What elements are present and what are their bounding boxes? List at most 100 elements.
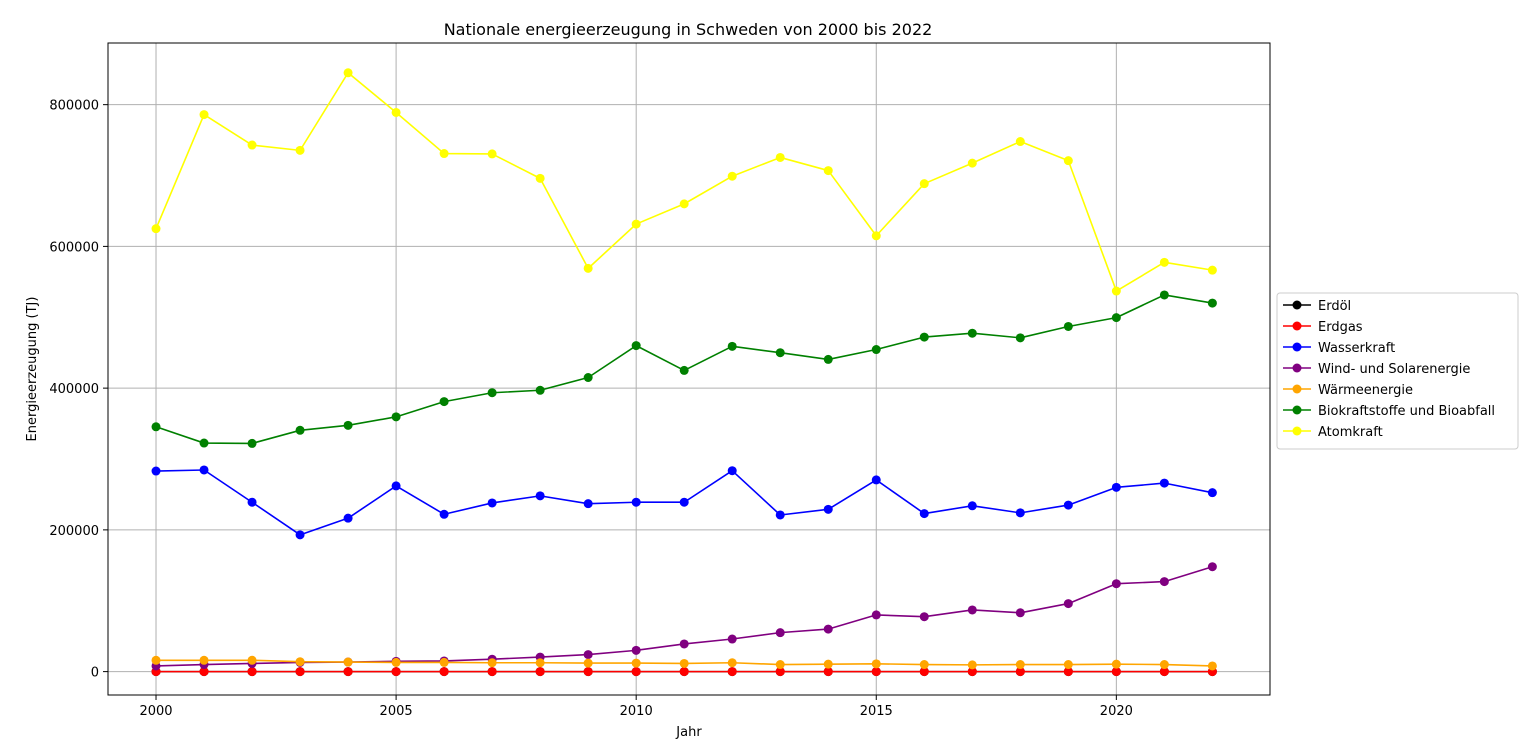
plot-frame — [107, 42, 1271, 696]
data-point — [439, 667, 449, 677]
data-point — [871, 345, 881, 355]
data-point — [1207, 661, 1217, 671]
data-point — [343, 420, 353, 430]
data-point — [1207, 298, 1217, 308]
data-point — [295, 425, 305, 435]
y-tick-label: 0 — [91, 666, 99, 681]
data-point — [1111, 667, 1121, 677]
y-axis-label: Energieerzeugung (TJ) — [25, 297, 40, 442]
data-point — [775, 628, 785, 638]
chart-title: Nationale energieerzeugung in Schweden v… — [444, 20, 933, 39]
data-point — [679, 639, 689, 649]
grid — [108, 43, 1270, 695]
data-point — [823, 659, 833, 669]
data-point — [727, 667, 737, 677]
x-tick-label: 2015 — [860, 704, 893, 719]
legend-marker — [1292, 321, 1302, 331]
data-point — [727, 171, 737, 181]
data-point — [439, 397, 449, 407]
y-tick-label: 800000 — [49, 99, 99, 114]
legend-entry: Erdöl — [1318, 299, 1351, 314]
data-point — [727, 658, 737, 668]
data-point — [247, 667, 257, 677]
data-point — [583, 658, 593, 668]
data-point — [391, 412, 401, 422]
data-point — [583, 263, 593, 273]
data-point — [343, 657, 353, 667]
data-point — [1111, 579, 1121, 589]
data-point — [391, 657, 401, 667]
legend-marker — [1292, 363, 1302, 373]
data-point — [631, 341, 641, 351]
x-tick-label: 2010 — [620, 704, 653, 719]
data-point — [247, 655, 257, 665]
data-point — [1207, 562, 1217, 572]
data-point — [1111, 659, 1121, 669]
data-point — [727, 466, 737, 476]
data-point — [1159, 577, 1169, 587]
data-point — [583, 373, 593, 383]
data-point — [583, 667, 593, 677]
legend-marker — [1292, 384, 1302, 394]
data-point — [583, 499, 593, 509]
y-tick-label: 600000 — [49, 240, 99, 255]
data-point — [631, 219, 641, 229]
data-point — [247, 438, 257, 448]
data-point — [1015, 660, 1025, 670]
series-5 — [151, 290, 1217, 448]
series-4 — [151, 655, 1217, 671]
data-point — [919, 667, 929, 677]
data-point — [487, 498, 497, 508]
data-point — [1111, 286, 1121, 296]
data-point — [439, 657, 449, 667]
data-point — [967, 605, 977, 615]
data-point — [919, 660, 929, 670]
data-point — [775, 667, 785, 677]
data-point — [1063, 599, 1073, 609]
data-point — [247, 140, 257, 150]
data-point — [295, 145, 305, 155]
data-point — [295, 657, 305, 667]
data-point — [199, 465, 209, 475]
data-point — [631, 667, 641, 677]
legend-entry: Biokraftstoffe und Bioabfall — [1318, 404, 1495, 419]
data-point — [871, 610, 881, 620]
data-point — [775, 510, 785, 520]
data-point — [919, 612, 929, 622]
data-point — [1207, 265, 1217, 275]
x-tick-label: 2005 — [380, 704, 413, 719]
legend: Erdöl Erdgas Wasserkraft Wind- und Solarene… — [1276, 292, 1519, 450]
data-point — [199, 110, 209, 120]
data-point — [1015, 508, 1025, 518]
data-point — [967, 660, 977, 670]
data-point — [487, 149, 497, 159]
data-point — [487, 658, 497, 668]
data-point — [151, 655, 161, 665]
data-point — [679, 199, 689, 209]
data-point — [1063, 500, 1073, 510]
data-point — [1207, 488, 1217, 498]
data-point — [583, 650, 593, 660]
data-point — [727, 634, 737, 644]
data-point — [967, 328, 977, 338]
data-point — [343, 68, 353, 78]
legend-marker — [1292, 405, 1302, 415]
data-point — [199, 438, 209, 448]
data-point — [871, 659, 881, 669]
data-point — [679, 667, 689, 677]
data-point — [343, 667, 353, 677]
data-point — [823, 624, 833, 634]
data-point — [871, 667, 881, 677]
series-3 — [151, 562, 1217, 671]
data-point — [679, 497, 689, 507]
data-point — [775, 660, 785, 670]
series-1 — [151, 667, 1217, 677]
data-point — [871, 475, 881, 485]
data-point — [391, 667, 401, 677]
data-point — [391, 107, 401, 117]
data-point — [1063, 156, 1073, 166]
data-point — [151, 224, 161, 234]
data-point — [343, 513, 353, 523]
y-axis: 0 200000 400000 600000 800000 — [49, 99, 108, 681]
data-point — [679, 365, 689, 375]
